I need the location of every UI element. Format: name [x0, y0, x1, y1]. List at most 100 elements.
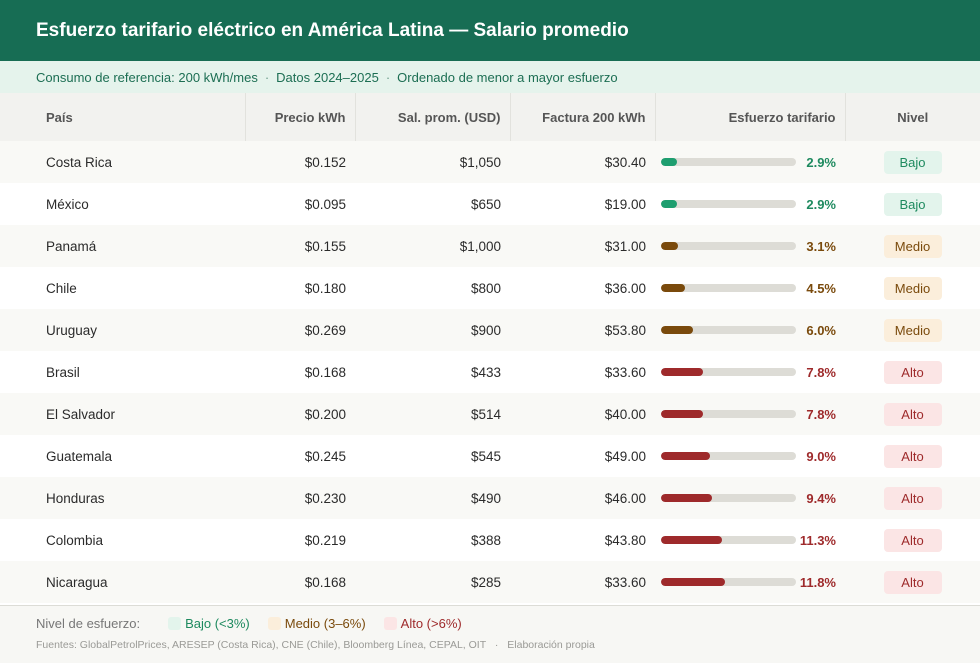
- table-row: Nicaragua $0.168 $285 $33.60 11.8% Alto: [0, 561, 980, 603]
- table-row: México $0.095 $650 $19.00 2.9% Bajo: [0, 183, 980, 225]
- effort-bar-group: 2.9%: [661, 197, 836, 212]
- cell-esfuerzo: 6.0%: [655, 309, 845, 351]
- cell-pais: Panamá: [0, 225, 245, 267]
- cell-factura: $30.40: [510, 141, 655, 183]
- cell-factura: $19.00: [510, 183, 655, 225]
- cell-nivel: Alto: [845, 561, 980, 603]
- table-header-row: País Precio kWh Sal. prom. (USD) Factura…: [0, 93, 980, 141]
- cell-salario: $650: [355, 183, 510, 225]
- legend-text-medio: Medio (3–6%): [284, 615, 366, 631]
- cell-precio: $0.180: [245, 267, 355, 309]
- cell-precio: $0.155: [245, 225, 355, 267]
- effort-bar-track: [661, 368, 797, 376]
- page-title: Esfuerzo tarifario eléctrico en América …: [36, 19, 629, 41]
- cell-factura: $53.80: [510, 309, 655, 351]
- cell-esfuerzo: 3.1%: [655, 225, 845, 267]
- cell-nivel: Alto: [845, 477, 980, 519]
- nivel-badge: Bajo: [883, 192, 942, 216]
- legend-text-alto: Alto (>6%): [400, 615, 462, 631]
- effort-bar: [661, 158, 677, 166]
- effort-bar-group: 11.3%: [661, 533, 836, 548]
- cell-esfuerzo: 9.0%: [655, 435, 845, 477]
- col-header-pais: País: [0, 93, 246, 141]
- cell-precio: $0.095: [245, 183, 355, 225]
- table-row: Costa Rica $0.152 $1,050 $30.40 2.9% Bajo: [0, 141, 980, 183]
- effort-bar: [661, 200, 677, 208]
- effort-bar: [661, 284, 686, 292]
- nivel-badge: Alto: [883, 528, 942, 552]
- legend: Nivel de esfuerzo: Bajo (<3%) Medio (3–6…: [36, 614, 980, 632]
- cell-salario: $514: [355, 393, 510, 435]
- cell-salario: $1,000: [355, 225, 510, 267]
- effort-label: 9.4%: [806, 490, 836, 506]
- effort-label: 2.9%: [806, 196, 836, 212]
- sources-text: Fuentes: GlobalPetrolPrices, ARESEP (Cos…: [36, 639, 486, 651]
- cell-factura: $43.80: [510, 519, 655, 561]
- cell-pais: Chile: [0, 267, 245, 309]
- effort-bar-group: 6.0%: [661, 323, 836, 338]
- cell-precio: $0.168: [245, 561, 355, 603]
- effort-label: 4.5%: [806, 280, 836, 296]
- effort-label: 3.1%: [806, 238, 836, 254]
- cell-nivel: Alto: [845, 435, 980, 477]
- cell-factura: $33.60: [510, 351, 655, 393]
- effort-bar: [661, 368, 704, 376]
- cell-factura: $40.00: [510, 393, 655, 435]
- legend-item-bajo: Bajo (<3%): [168, 616, 250, 631]
- table-row: El Salvador $0.200 $514 $40.00 7.8% Alto: [0, 393, 980, 435]
- effort-label: 11.3%: [799, 532, 836, 548]
- effort-bar: [661, 578, 725, 586]
- table-row: Guatemala $0.245 $545 $49.00 9.0% Alto: [0, 435, 980, 477]
- legend-text-bajo: Bajo (<3%): [185, 615, 250, 631]
- cell-pais: México: [0, 183, 245, 225]
- effort-bar: [661, 494, 712, 502]
- effort-bar-track: [661, 578, 796, 586]
- effort-bar-track: [661, 326, 797, 334]
- effort-bar-group: 7.8%: [661, 407, 836, 422]
- effort-bar-track: [661, 242, 797, 250]
- col-header-esfuerzo: Esfuerzo tarifario: [655, 93, 846, 141]
- nivel-badge: Medio: [883, 234, 942, 258]
- effort-bar-track: [661, 158, 797, 166]
- table-body: Costa Rica $0.152 $1,050 $30.40 2.9% Bajo Méxi…: [0, 141, 980, 603]
- effort-bar-group: 3.1%: [661, 239, 836, 254]
- cell-pais: Brasil: [0, 351, 245, 393]
- effort-bar: [661, 536, 722, 544]
- effort-bar: [661, 410, 704, 418]
- sources-separator: ·: [494, 639, 499, 651]
- subheader-consumo: Consumo de referencia: 200 kWh/mes: [36, 69, 258, 85]
- table-row: Colombia $0.219 $388 $43.80 11.3% Alto: [0, 519, 980, 561]
- effort-bar-track: [661, 536, 796, 544]
- cell-precio: $0.200: [245, 393, 355, 435]
- table-row: Chile $0.180 $800 $36.00 4.5% Medio: [0, 267, 980, 309]
- cell-precio: $0.245: [245, 435, 355, 477]
- effort-label: 2.9%: [806, 154, 836, 170]
- effort-bar-track: [661, 200, 797, 208]
- legend-item-medio: Medio (3–6%): [267, 615, 366, 631]
- nivel-badge: Alto: [883, 402, 942, 426]
- effort-bar: [661, 452, 710, 460]
- effort-bar-track: [661, 452, 797, 460]
- cell-salario: $1,050: [355, 141, 510, 183]
- legend-item-alto: Alto (>6%): [383, 615, 462, 631]
- cell-pais: Colombia: [0, 519, 245, 561]
- table-row: Panamá $0.155 $1,000 $31.00 3.1% Medio: [0, 225, 980, 267]
- cell-pais: Nicaragua: [0, 561, 245, 603]
- legend-label: Nivel de esfuerzo:: [36, 615, 141, 631]
- effort-bar-group: 2.9%: [661, 155, 836, 170]
- cell-pais: El Salvador: [0, 393, 245, 435]
- legend-swatch-alto: [383, 616, 397, 630]
- cell-nivel: Medio: [845, 309, 980, 351]
- subheader-separator: ·: [264, 69, 270, 85]
- table-row: Brasil $0.168 $433 $33.60 7.8% Alto: [0, 351, 980, 393]
- cell-esfuerzo: 11.8%: [655, 561, 845, 603]
- cell-pais: Honduras: [0, 477, 245, 519]
- effort-table: País Precio kWh Sal. prom. (USD) Factura…: [0, 93, 980, 603]
- page-header: Esfuerzo tarifario eléctrico en América …: [0, 0, 980, 61]
- cell-nivel: Bajo: [845, 141, 980, 183]
- cell-salario: $490: [355, 477, 510, 519]
- cell-nivel: Medio: [845, 267, 980, 309]
- cell-factura: $46.00: [510, 477, 655, 519]
- cell-factura: $36.00: [510, 267, 655, 309]
- effort-bar-group: 11.8%: [661, 575, 836, 590]
